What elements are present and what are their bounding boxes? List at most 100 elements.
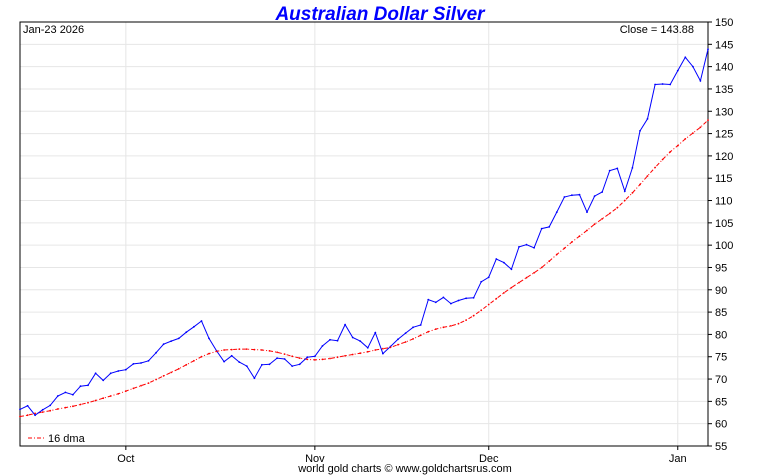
data-point-price	[132, 363, 135, 365]
data-point-price	[586, 211, 588, 214]
data-point-price	[200, 320, 203, 322]
x-tick-label: Jan	[669, 453, 687, 465]
data-point-price	[571, 194, 573, 197]
x-tick-label: Nov	[305, 453, 325, 465]
data-point-price	[87, 384, 89, 387]
data-point-dma	[631, 192, 634, 194]
data-point-price	[72, 393, 74, 396]
data-point-dma	[147, 382, 150, 384]
data-point-dma	[124, 390, 127, 392]
data-point-dma	[450, 325, 452, 327]
data-point-dma	[344, 354, 346, 357]
data-point-dma	[586, 229, 588, 232]
data-point-price	[382, 352, 384, 355]
data-point-dma	[419, 334, 422, 337]
data-point-dma	[661, 158, 664, 161]
y-axis-labels: 55 60 65 70 75 80 85 90 95 100 105 110 115 120 125 130 1…	[708, 17, 733, 453]
data-point-dma	[291, 355, 294, 358]
data-point-price	[321, 345, 324, 347]
data-point-price	[669, 83, 672, 86]
data-point-dma	[283, 353, 286, 355]
data-point-price	[533, 246, 535, 249]
data-point-price	[336, 339, 339, 342]
data-point-dma	[41, 411, 44, 413]
data-point-dma	[563, 247, 566, 250]
data-point-price	[676, 69, 679, 72]
data-point-price	[177, 337, 180, 340]
close-label: Close = 143.88	[620, 24, 694, 36]
data-point-price	[503, 261, 505, 264]
data-point-dma	[261, 349, 263, 351]
data-point-dma	[495, 297, 498, 300]
data-point-price	[465, 297, 467, 300]
y-tick-label: 90	[715, 285, 727, 297]
data-point-price	[495, 258, 498, 260]
y-tick-label: 145	[715, 39, 733, 51]
data-point-price	[291, 365, 294, 367]
data-point-dma	[503, 292, 505, 294]
data-point-price	[366, 346, 369, 349]
data-point-dma	[185, 363, 188, 366]
data-point-price	[34, 414, 36, 417]
data-point-dma	[49, 409, 52, 412]
data-point-dma	[654, 166, 656, 169]
data-point-dma	[699, 126, 702, 129]
data-point-dma	[646, 175, 649, 177]
data-point-dma	[193, 359, 195, 362]
data-point-dma	[109, 395, 112, 397]
data-point-price	[593, 195, 596, 198]
data-point-dma	[359, 352, 362, 355]
data-point-price	[623, 190, 626, 193]
data-point-price	[162, 343, 165, 346]
data-point-price	[306, 356, 309, 359]
series-line-price	[19, 49, 709, 416]
data-point-price	[94, 372, 97, 375]
data-point-price	[170, 340, 173, 342]
data-point-dma	[608, 212, 611, 215]
data-point-dma	[669, 151, 672, 153]
data-point-dma	[268, 350, 271, 352]
data-point-dma	[397, 343, 399, 346]
data-point-price	[684, 56, 687, 59]
data-point-dma	[208, 352, 210, 355]
data-point-price	[563, 196, 566, 198]
data-point-price	[442, 296, 445, 299]
data-point-price	[525, 243, 528, 246]
data-point-dma	[442, 326, 445, 329]
data-point-price	[616, 167, 619, 170]
x-axis-labels: Oct Nov Dec Jan	[117, 446, 687, 465]
data-point-dma	[19, 415, 21, 418]
data-point-dma	[434, 328, 437, 330]
data-point-price	[548, 226, 551, 228]
data-point-price	[654, 83, 656, 86]
data-point-dma	[56, 408, 59, 410]
legend: 16 dma	[28, 433, 86, 445]
data-point-price	[26, 404, 29, 407]
data-point-price	[49, 404, 52, 407]
data-point-price	[397, 338, 399, 341]
data-point-dma	[510, 286, 513, 289]
data-point-dma	[306, 358, 309, 361]
data-point-price	[480, 280, 483, 283]
data-point-dma	[593, 223, 596, 226]
data-point-price	[457, 299, 460, 302]
data-point-price	[510, 268, 513, 271]
data-point-price	[124, 368, 127, 371]
y-tick-label: 75	[715, 352, 727, 364]
data-point-price	[374, 331, 377, 334]
y-tick-label: 140	[715, 62, 733, 74]
data-point-dma	[223, 349, 226, 351]
data-point-price	[419, 324, 422, 326]
data-point-dma	[102, 397, 105, 400]
data-point-price	[518, 246, 520, 248]
grid-lines	[20, 22, 708, 446]
data-point-dma	[676, 144, 679, 147]
data-point-price	[102, 379, 105, 382]
data-point-dma	[140, 384, 142, 387]
y-tick-label: 60	[715, 419, 727, 431]
data-point-price	[109, 372, 112, 375]
data-point-price	[230, 354, 233, 357]
y-tick-label: 80	[715, 329, 727, 341]
data-point-dma	[472, 314, 475, 317]
y-tick-label: 110	[715, 196, 733, 208]
